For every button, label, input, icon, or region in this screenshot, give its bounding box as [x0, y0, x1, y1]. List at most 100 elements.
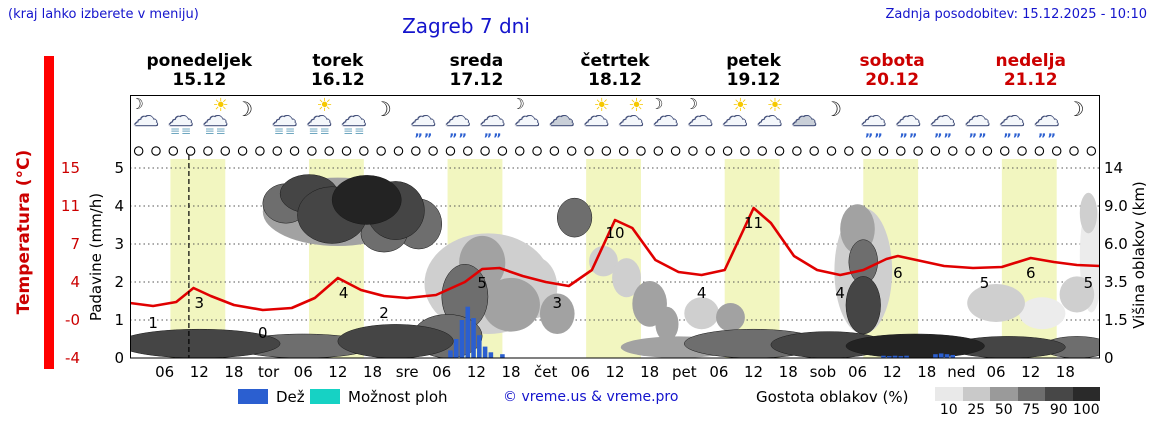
timeline-circle — [861, 146, 871, 156]
timeline-circle — [653, 146, 664, 156]
timeline-circle — [289, 146, 300, 156]
cloud-blob — [845, 333, 985, 359]
cloud-height-tick: 14 — [1104, 159, 1124, 177]
temperature-value-label: 6 — [893, 264, 903, 282]
temperature-value-label: 6 — [1026, 264, 1036, 282]
cloud-height-tick: 0 — [1104, 349, 1114, 367]
cloud-blob — [655, 306, 679, 342]
density-tick-label: 100 — [1072, 402, 1100, 418]
timeline-circle — [636, 146, 646, 156]
density-tick-label: 75 — [1022, 402, 1041, 418]
density-tick-label: 50 — [994, 402, 1013, 418]
day-name: ponedeljek — [146, 51, 253, 71]
timeline-circle — [1086, 146, 1097, 156]
day-name: sreda — [449, 51, 504, 71]
cloud-density-legend-label: Gostota oblakov (%) — [756, 388, 909, 406]
menu-hint: (kraj lahko izberete v meniju) — [8, 7, 199, 22]
precip-tick: 1 — [114, 311, 124, 329]
precip-tick: 0 — [114, 349, 124, 367]
timeline-circle — [255, 146, 265, 156]
temperature-value-label: 10 — [605, 224, 624, 242]
timeline-circle — [601, 146, 612, 156]
temperature-value-label: 3 — [195, 294, 205, 312]
x-axis-tick-tor: tor — [257, 363, 280, 381]
timeline-circle — [982, 146, 993, 156]
cloud-blob — [589, 246, 618, 277]
legend-showers-swatch — [310, 389, 340, 404]
rain-bar — [898, 356, 904, 358]
temperature-value-label: 4 — [697, 284, 707, 302]
timeline-circle — [514, 146, 525, 156]
plot-area: 1 3 0 4 2 5 3 10 4 11 4 6 5 6 5 ☽ ☁ ☁ ≡≡ ☀ ☁ ≡≡ ☽ ☁ ≡≡ ☀ ☁ ≡≡ ☁ ≡≡ ☽ ☁… — [130, 95, 1100, 360]
credit-link[interactable]: © vreme.us & vreme.pro — [503, 389, 679, 405]
chart-frame — [130, 95, 1100, 359]
cloud-blob — [684, 297, 719, 330]
density-swatch-10 — [935, 387, 963, 401]
timeline-circle — [1034, 146, 1045, 156]
day-date: 17.12 — [449, 70, 504, 90]
rain-bar — [453, 339, 459, 358]
day-name: nedelja — [995, 51, 1066, 71]
x-axis-tick-sob: sob — [809, 363, 837, 381]
timeline-circle — [341, 146, 352, 156]
x-axis-tick-sre: sre — [395, 363, 419, 381]
x-axis-tick-12: 12 — [882, 363, 902, 381]
cloud-height-tick: 6.0 — [1104, 235, 1128, 253]
temperature-value-label: 5 — [1084, 274, 1094, 292]
day-name: četrtek — [580, 51, 650, 71]
legend-rain-swatch — [238, 389, 268, 404]
timeline-circle — [532, 146, 542, 156]
cloud-height-tick: 3.5 — [1104, 273, 1128, 291]
timeline-circle — [168, 146, 179, 156]
timeline-circle — [133, 146, 144, 156]
timeline-circle — [792, 146, 802, 156]
cloud-blob — [845, 276, 881, 335]
x-axis-tick-06: 06 — [709, 363, 729, 381]
rain-bar — [477, 335, 482, 358]
timeline-circle — [359, 146, 369, 156]
density-swatch-100 — [1072, 387, 1100, 401]
rain-bar — [933, 354, 938, 358]
rain-bar — [471, 318, 476, 358]
density-tick-label: 25 — [967, 402, 986, 418]
x-axis-tick-18: 18 — [917, 363, 937, 381]
timeline-circle — [878, 146, 889, 156]
rain-bar — [459, 320, 465, 358]
timeline-circle — [185, 146, 196, 156]
timeline-circle — [930, 146, 941, 156]
timeline-circle — [618, 146, 629, 156]
day-date: 16.12 — [310, 70, 365, 90]
day-header-sobota: sobota 20.12 — [822, 52, 962, 90]
timeline-circle — [203, 146, 213, 156]
daylight-band — [170, 159, 226, 358]
temperature-value-label: 3 — [552, 294, 562, 312]
density-tick-label: 90 — [1049, 402, 1068, 418]
timeline-circle — [948, 146, 958, 156]
timeline-circle — [445, 146, 456, 156]
x-axis-tick-06: 06 — [155, 363, 175, 381]
precip-tick: 3 — [114, 235, 124, 253]
precip-tick: 2 — [114, 273, 124, 291]
day-header-četrtek: četrtek 18.12 — [545, 52, 685, 90]
rain-bar — [488, 352, 494, 358]
timeline-circle — [688, 146, 698, 156]
cloud-height-tick: 9.0 — [1104, 197, 1128, 215]
density-swatch-90 — [1045, 387, 1073, 401]
rain-bar — [904, 355, 909, 358]
cloud-blob — [716, 303, 745, 332]
day-header-petek: petek 19.12 — [684, 52, 824, 90]
cloud-blob — [337, 324, 454, 359]
x-axis-tick-12: 12 — [744, 363, 764, 381]
density-swatch-25 — [962, 387, 990, 401]
day-header-nedelja: nedelja 21.12 — [961, 52, 1101, 90]
temperature-value-label: 0 — [258, 324, 268, 342]
x-axis-tick-12: 12 — [189, 363, 209, 381]
timeline-circle — [549, 146, 560, 156]
timeline-circle — [497, 146, 508, 156]
day-date: 21.12 — [1003, 70, 1058, 90]
temperature-value-label: 4 — [835, 284, 845, 302]
temp-tick: -4 — [65, 349, 80, 367]
legend-rain-label: Dež — [276, 388, 305, 406]
temperature-axis-bar — [44, 56, 54, 369]
